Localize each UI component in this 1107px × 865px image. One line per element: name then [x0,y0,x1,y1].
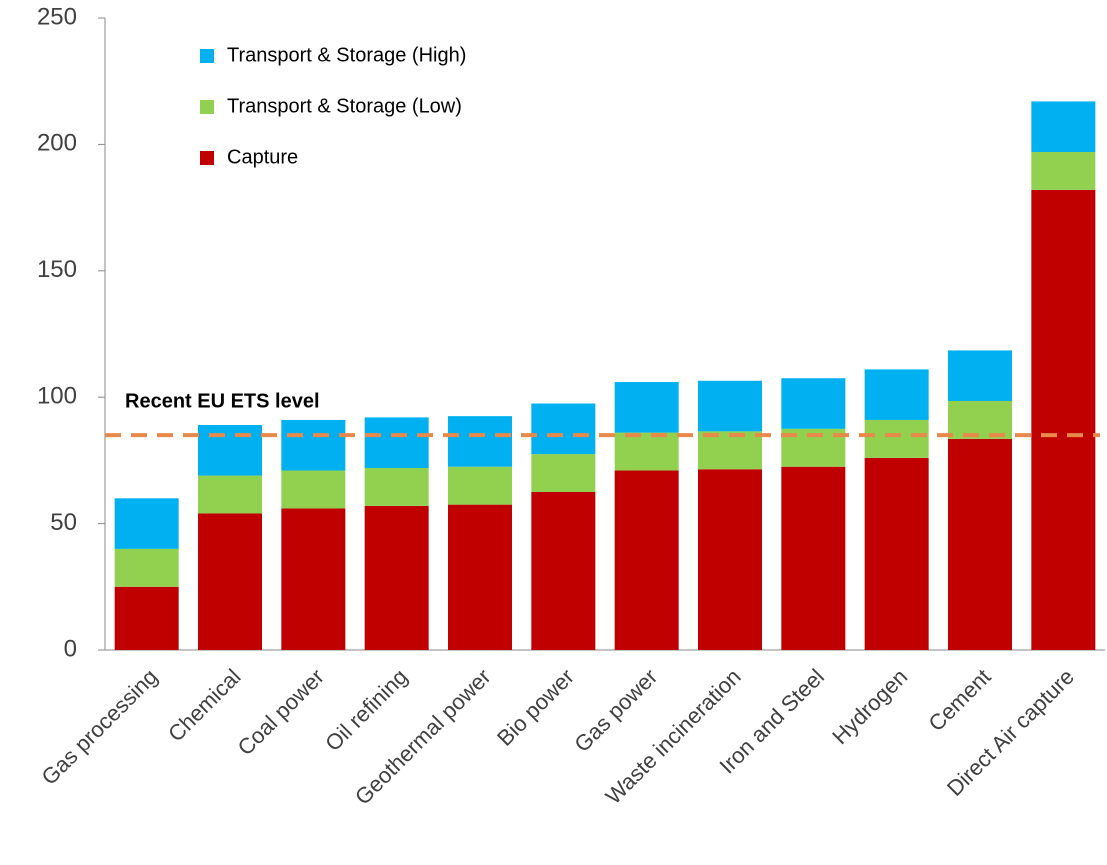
bar-segment [614,470,679,650]
legend-label: Capture [227,146,298,168]
bar-segment [198,425,262,476]
bar-segment [948,438,1012,650]
bar-segment [448,416,512,467]
bar-segment [698,380,762,432]
y-tick-label: 50 [50,509,77,536]
legend-label: Transport & Storage (Low) [227,95,462,117]
bar-segment [864,419,929,458]
bar-segment [114,586,179,650]
x-tick-label: Gas processing [37,664,163,790]
bar-segment [864,457,929,650]
y-tick-label: 0 [64,635,77,662]
bar-segment [364,467,429,506]
legend-label: Transport & Storage (High) [227,44,466,66]
bar-segment [948,400,1012,439]
bar-segment [531,403,596,455]
bar-segment [781,466,846,650]
y-tick-label: 200 [37,130,77,157]
y-tick-label: 150 [37,256,77,283]
bar-segment [1031,189,1096,651]
bar-segment [864,369,929,420]
bar-segment [364,417,429,468]
bar-segment [198,475,262,514]
x-tick-label: Coal power [233,664,329,760]
bar-segment [614,382,679,433]
bar-segment [114,498,179,549]
bar-segment [448,504,512,650]
bar-segment [614,432,679,471]
bar-segment [531,492,596,650]
reference-label: Recent EU ETS level [125,390,320,412]
bar-segment [364,505,429,650]
bar-segment [948,350,1012,401]
bar-segment [448,466,512,505]
bar-segment [1031,151,1096,190]
bar-segment [198,513,262,650]
x-tick-label: Bio power [492,664,579,751]
x-tick-label: Chemical [163,664,246,747]
bar-segment [531,454,596,492]
y-tick-label: 250 [37,3,77,30]
bar-segment [1031,101,1096,152]
legend-swatch [200,49,214,63]
legend-swatch [200,100,214,114]
legend-swatch [200,151,214,165]
bar-segment [698,431,762,470]
bar-segment [781,378,846,429]
x-tick-label: Hydrogen [827,664,912,749]
bar-segment [281,470,346,509]
x-tick-label: Cement [923,664,995,736]
bar-segment [281,508,346,650]
y-tick-label: 100 [37,383,77,410]
bar-segment [698,469,762,650]
bar-segment [281,419,346,471]
bar-segment [114,548,179,587]
